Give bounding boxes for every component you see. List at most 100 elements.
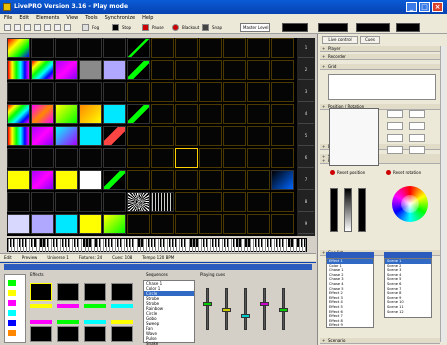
white-key[interactable] bbox=[136, 239, 138, 252]
cue-cell[interactable] bbox=[151, 104, 174, 124]
white-key[interactable] bbox=[63, 239, 65, 252]
fader-knob[interactable] bbox=[203, 302, 212, 306]
effect-list-item[interactable]: Chase 1 bbox=[329, 268, 344, 273]
right-scrollbar[interactable] bbox=[440, 46, 446, 342]
effect-thumbnail[interactable] bbox=[30, 326, 52, 342]
effect-list-item[interactable]: Effect 9 bbox=[329, 323, 343, 328]
cue-cell[interactable] bbox=[55, 192, 78, 212]
dimmer-slider[interactable] bbox=[330, 188, 338, 232]
toolbar-snap-icon[interactable] bbox=[202, 24, 209, 31]
black-key[interactable] bbox=[205, 239, 208, 247]
cue-cell[interactable] bbox=[271, 148, 294, 168]
cue-cell[interactable] bbox=[151, 192, 174, 212]
white-key[interactable] bbox=[50, 239, 52, 252]
white-key[interactable] bbox=[38, 239, 40, 252]
black-key[interactable] bbox=[98, 239, 101, 247]
white-key[interactable] bbox=[139, 239, 141, 252]
black-key[interactable] bbox=[95, 239, 98, 247]
black-key[interactable] bbox=[248, 239, 251, 247]
rotation-control[interactable] bbox=[409, 122, 425, 130]
white-key[interactable] bbox=[69, 239, 71, 252]
white-key[interactable] bbox=[222, 239, 224, 252]
black-key[interactable] bbox=[129, 239, 132, 247]
cue-cell[interactable] bbox=[223, 60, 246, 80]
black-key[interactable] bbox=[300, 239, 303, 247]
cue-cell[interactable] bbox=[31, 38, 54, 58]
close-button[interactable]: × bbox=[432, 2, 443, 12]
cue-cell[interactable] bbox=[31, 126, 54, 146]
rotation-control[interactable] bbox=[409, 146, 425, 154]
black-key[interactable] bbox=[288, 239, 291, 247]
menu-file[interactable]: File bbox=[4, 15, 13, 21]
menu-synchronize[interactable]: Synchronize bbox=[104, 15, 136, 21]
black-key[interactable] bbox=[184, 239, 187, 247]
white-key[interactable] bbox=[167, 239, 169, 252]
dimmer-slider[interactable] bbox=[344, 188, 352, 232]
white-key[interactable] bbox=[194, 239, 196, 252]
cue-cell[interactable] bbox=[127, 126, 150, 146]
new-icon[interactable] bbox=[4, 24, 11, 31]
white-key[interactable] bbox=[102, 239, 104, 252]
menu-help[interactable]: Help bbox=[142, 15, 154, 21]
sequence-item[interactable]: Gobo bbox=[146, 316, 157, 321]
white-key[interactable] bbox=[23, 239, 25, 252]
cue-cell[interactable] bbox=[127, 82, 150, 102]
cue-cell[interactable] bbox=[31, 214, 54, 234]
effect-type-icon[interactable] bbox=[8, 310, 16, 316]
effect-list-item[interactable]: Effect 6 bbox=[329, 309, 343, 314]
scene-list-item[interactable]: Scene 12 bbox=[387, 309, 404, 314]
white-key[interactable] bbox=[108, 239, 110, 252]
cue-cell[interactable] bbox=[7, 60, 30, 80]
cue-cell[interactable] bbox=[103, 104, 126, 124]
cue-cell[interactable] bbox=[103, 192, 126, 212]
white-key[interactable] bbox=[121, 239, 123, 252]
black-key[interactable] bbox=[89, 239, 92, 247]
black-key[interactable] bbox=[168, 239, 171, 247]
cue-cell[interactable] bbox=[55, 126, 78, 146]
black-key[interactable] bbox=[61, 239, 64, 247]
white-key[interactable] bbox=[301, 239, 303, 252]
cue-cell[interactable] bbox=[199, 38, 222, 58]
menu-view[interactable]: View bbox=[66, 15, 79, 21]
white-key[interactable] bbox=[26, 239, 28, 252]
white-key[interactable] bbox=[219, 239, 221, 252]
cue-cell[interactable] bbox=[175, 214, 198, 234]
effect-thumbnail[interactable] bbox=[111, 283, 133, 301]
white-key[interactable] bbox=[185, 239, 187, 252]
white-key[interactable] bbox=[182, 239, 184, 252]
white-key[interactable] bbox=[11, 239, 13, 252]
white-key[interactable] bbox=[84, 239, 86, 252]
cue-cell[interactable] bbox=[175, 126, 198, 146]
black-key[interactable] bbox=[43, 239, 46, 247]
scene-list-item[interactable]: Scene 3 bbox=[387, 268, 402, 273]
cue-cell[interactable] bbox=[223, 126, 246, 146]
white-key[interactable] bbox=[237, 239, 239, 252]
cue-cell[interactable] bbox=[271, 126, 294, 146]
cue-cell[interactable] bbox=[127, 192, 150, 212]
cue-cell[interactable] bbox=[103, 214, 126, 234]
black-key[interactable] bbox=[31, 239, 34, 247]
white-key[interactable] bbox=[53, 239, 55, 252]
fader-knob[interactable] bbox=[241, 314, 250, 318]
white-key[interactable] bbox=[176, 239, 178, 252]
white-key[interactable] bbox=[234, 239, 236, 252]
cue-cell[interactable] bbox=[7, 126, 30, 146]
white-key[interactable] bbox=[66, 239, 68, 252]
cue-cell[interactable] bbox=[55, 104, 78, 124]
black-key[interactable] bbox=[214, 239, 217, 247]
reset-icon[interactable] bbox=[330, 170, 335, 175]
section-grid[interactable]: Grid bbox=[320, 64, 440, 70]
white-key[interactable] bbox=[148, 239, 150, 252]
black-key[interactable] bbox=[110, 239, 113, 247]
white-key[interactable] bbox=[164, 239, 166, 252]
white-key[interactable] bbox=[78, 239, 80, 252]
black-key[interactable] bbox=[55, 239, 58, 247]
black-key[interactable] bbox=[227, 239, 230, 247]
cue-cell[interactable] bbox=[127, 38, 150, 58]
sequence-item[interactable]: Circle bbox=[146, 311, 158, 316]
effect-list-item[interactable]: Effect 4 bbox=[329, 300, 343, 305]
section-position-rotation[interactable]: Position / Rotation bbox=[320, 104, 440, 110]
cue-cell[interactable] bbox=[175, 170, 198, 190]
black-key[interactable] bbox=[236, 239, 239, 247]
section-player[interactable]: Player bbox=[320, 46, 440, 52]
